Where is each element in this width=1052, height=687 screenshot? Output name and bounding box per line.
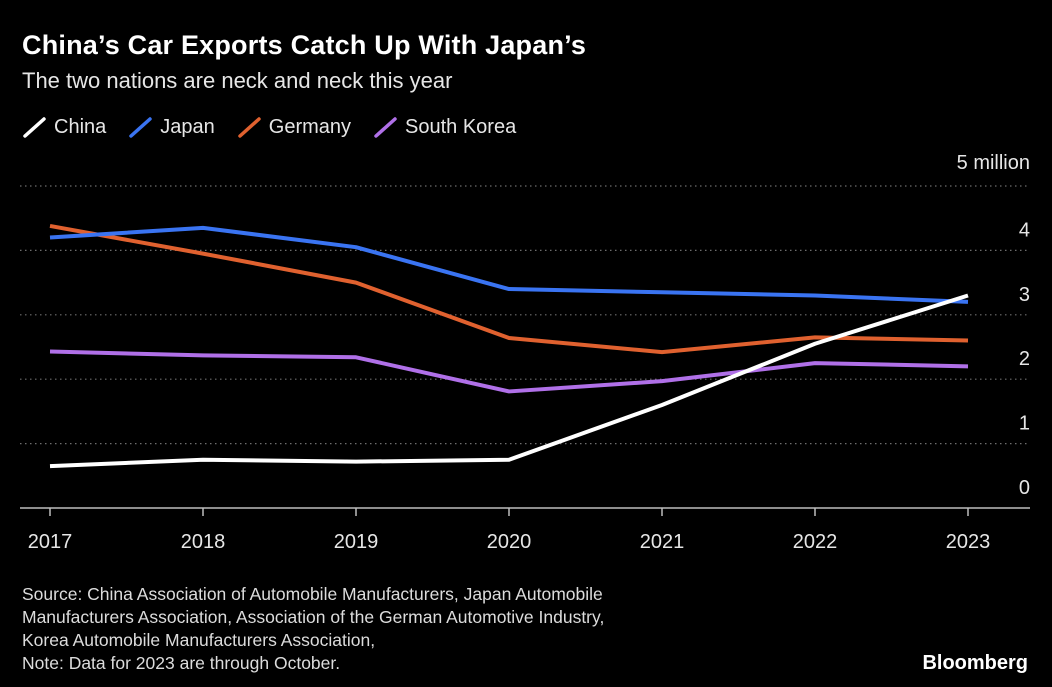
legend-item-china: China — [22, 114, 106, 140]
legend-label: Germany — [268, 115, 352, 138]
x-tick-label: 2018 — [181, 531, 226, 553]
x-tick-label: 2017 — [28, 531, 73, 553]
series-line-japan — [49, 225, 969, 304]
source-line: Source: China Association of Automobile … — [22, 584, 603, 604]
legend-line-icon — [128, 114, 154, 140]
x-tick-label: 2019 — [334, 531, 379, 553]
y-tick-label: 4 — [1019, 219, 1030, 241]
y-tick-label: 1 — [1019, 413, 1030, 435]
legend-line-icon — [373, 114, 399, 140]
y-axis-unit-label: 5 million — [956, 152, 1030, 174]
x-tick-label: 2020 — [487, 531, 532, 553]
chart-title: China’s Car Exports Catch Up With Japan’… — [22, 30, 587, 60]
legend: China Japan Germany South Korea — [22, 114, 538, 140]
x-tick-label: 2022 — [793, 531, 838, 553]
legend-item-japan: Japan — [128, 114, 215, 140]
source-line: Manufacturers Association, Association o… — [22, 607, 605, 627]
source-line: Korea Automobile Manufacturers Associati… — [22, 630, 376, 650]
source-note: Source: China Association of Automobile … — [22, 583, 842, 675]
legend-label: South Korea — [405, 115, 517, 138]
legend-item-germany: Germany — [237, 114, 351, 140]
y-tick-label: 0 — [1019, 477, 1030, 499]
x-tick-label: 2021 — [640, 531, 685, 553]
series-line-china — [49, 293, 969, 469]
y-tick-label: 2 — [1019, 348, 1030, 370]
chart-subtitle: The two nations are neck and neck this y… — [22, 68, 453, 93]
legend-line-icon — [237, 114, 263, 140]
x-tick-label: 2023 — [946, 531, 991, 553]
series-line-germany — [49, 223, 969, 355]
series-line-south-korea — [49, 349, 969, 394]
legend-line-icon — [22, 114, 48, 140]
source-line: Note: Data for 2023 are through October. — [22, 653, 341, 673]
bloomberg-logo: Bloomberg — [922, 652, 1028, 674]
legend-label: Japan — [160, 115, 215, 138]
y-tick-label: 3 — [1019, 284, 1030, 306]
legend-label: China — [54, 115, 107, 138]
legend-item-south-korea: South Korea — [373, 114, 516, 140]
